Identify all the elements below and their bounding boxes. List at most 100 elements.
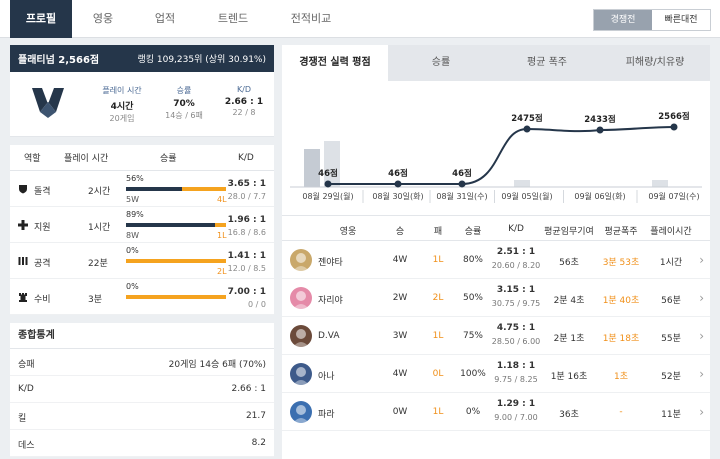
winrate-label: 승률 [176,86,192,95]
hero-wins: 4W [392,369,408,379]
hero-objective: 2분 1초 [553,334,585,344]
hero-objective: 56초 [559,258,579,268]
competitive-button[interactable]: 경쟁전 [594,10,652,30]
winrate-header: 승률 [160,154,177,164]
tab-profile[interactable]: 프로필 [10,0,72,38]
hero-kd-sub: 28.50 / 6.00 [491,337,541,346]
role-playtime: 3분 [88,295,103,305]
hero-streak: 1분 18초 [602,334,640,344]
hero-winrate: 80% [462,255,483,265]
tab-heroes[interactable]: 영웅 [92,12,114,25]
role-kd-sub: 12.0 / 8.5 [227,264,266,273]
tab-trends[interactable]: 트렌드 [217,12,249,25]
chart-x-tick-label: 09월 07일(수) [648,191,699,201]
tier-header: 플래티넘 2,566점 랭킹 109,235위 (상위 30.91%) [10,45,274,72]
chart-point-label: 46점 [318,168,338,179]
hero-header-cell: 영웅 [339,227,357,237]
winloss-count: 14승 / 6패 [165,111,203,120]
hero-winrate: 75% [462,331,483,341]
hero-header-cell: K/D [508,224,524,234]
kd-label: K/D [236,85,252,94]
tab-skill-rating[interactable]: 경쟁전 실력 평점 [282,45,388,81]
hero-name: D.VA [318,331,340,341]
hero-streak: 3분 53초 [602,258,640,268]
hero-name: 파라 [318,410,335,420]
hero-kd-sub: 9.75 / 8.25 [494,375,538,384]
shield-icon [18,184,28,194]
kd-stat: K/D 2.66 : 1 22 / 8 [216,85,272,117]
chevron-right-icon[interactable]: › [699,329,704,343]
playtime-value: 4시간 [110,102,134,112]
chevron-right-icon[interactable]: › [699,253,704,267]
role-playtime: 2시간 [88,187,111,197]
hero-objective: 1분 16초 [550,372,588,382]
hero-objective: 36초 [559,410,579,420]
role-wins: 5W [126,195,139,204]
hero-kd-sub: 30.75 / 9.75 [491,299,541,308]
tower-icon [18,292,28,302]
hero-losses: 1L [432,255,444,265]
hero-losses: 1L [432,407,444,417]
time-header: 플레이 시간 [64,154,109,164]
role-losses: 2L [217,267,227,276]
chart-bg-bar [514,180,530,187]
tab-achievements[interactable]: 업적 [154,12,176,25]
hero-row[interactable]: 파라 0W 1L 0% 1.29 : 1 9.00 / 7.00 36초 - 1… [282,393,710,431]
role-winrate: 89% [126,210,144,219]
hero-wins: 4W [392,255,408,265]
chart-point-label: 2475점 [511,113,542,124]
hero-streak: 1초 [613,372,628,382]
hero-streak: 1분 40초 [602,296,640,306]
role-kd-sub: 28.0 / 7.7 [227,192,266,201]
hero-row[interactable]: 자리야 2W 2L 50% 3.15 : 1 30.75 / 9.75 2분 4… [282,279,710,317]
chart-bg-bar [304,149,320,187]
summary-key: K/D [18,384,34,394]
role-kd: 3.65 : 1 [227,179,266,189]
winrate-value: 70% [173,99,195,109]
role-table: 역할 플레이 시간 승률 K/D 돌격 2시간 56% 5W 4L 3.65 :… [10,145,274,315]
chevron-right-icon[interactable]: › [699,291,704,305]
tab-avg-streak[interactable]: 평균 폭주 [527,57,567,68]
role-row: 지원 1시간 89% 8W 1L 1.96 : 1 16.8 / 8.6 [10,207,274,243]
hero-name: 젠야타 [318,258,343,268]
chart-tabs: 경쟁전 실력 평점 승률 평균 폭주 피해량/치유량 [282,45,710,81]
hero-header-cell: 평균폭주 [604,227,638,237]
role-winrate: 0% [126,282,139,291]
chart-point-label: 46점 [452,168,472,179]
left-column: 플래티넘 2,566점 랭킹 109,235위 (상위 30.91%) 플레이 … [10,45,274,457]
winrate-stat: 승률 70% 14승 / 6패 [156,85,212,121]
chevron-right-icon[interactable]: › [699,367,704,381]
role-name: 공격 [34,259,51,269]
summary-row: 데스 8.2 [10,430,274,457]
chevron-right-icon[interactable]: › [699,405,704,419]
ranking-text: 랭킹 109,235위 (상위 30.91%) [137,55,266,65]
summary-key: 승패 [18,360,35,370]
hero-objective: 2분 4초 [553,296,585,306]
tab-damage-heal[interactable]: 피해량/치유량 [625,57,685,68]
role-row: 공격 22분 0% 2L 1.41 : 1 12.0 / 8.5 [10,243,274,279]
quickplay-button[interactable]: 빠른대전 [652,10,710,30]
chart-bg-bar [324,141,340,187]
hero-row[interactable]: 아나 4W 0L 100% 1.18 : 1 9.75 / 8.25 1분 16… [282,355,710,393]
summary-key: 데스 [18,441,35,451]
top-nav: 프로필 영웅 업적 트렌드 전적비교 경쟁전 빠른대전 [0,0,720,38]
hero-wins: 2W [392,293,408,303]
hero-playtime: 11분 [661,410,681,420]
hero-row[interactable]: 젠야타 4W 1L 80% 2.51 : 1 20.60 / 8.20 56초 … [282,241,710,279]
hero-row[interactable]: D.VA 3W 1L 75% 4.75 : 1 28.50 / 6.00 2분 … [282,317,710,355]
chart-bg-bar [652,180,668,187]
chart-point [458,180,466,188]
summary-key: 킬 [18,414,27,424]
tab-compare[interactable]: 전적비교 [290,12,332,25]
role-row: 돌격 2시간 56% 5W 4L 3.65 : 1 28.0 / 7.7 [10,171,274,207]
hero-kd: 1.18 : 1 [496,361,536,371]
platinum-emblem-icon [32,88,64,118]
tab-winrate[interactable]: 승률 [431,57,451,68]
hero-name: 자리야 [318,296,343,306]
chart-point-label: 2566점 [658,111,689,122]
role-kd-sub: 16.8 / 8.6 [227,228,266,237]
role-playtime: 1시간 [88,223,111,233]
tier-card: 플래티넘 2,566점 랭킹 109,235위 (상위 30.91%) 플레이 … [10,45,274,137]
bullets-icon [18,256,28,266]
